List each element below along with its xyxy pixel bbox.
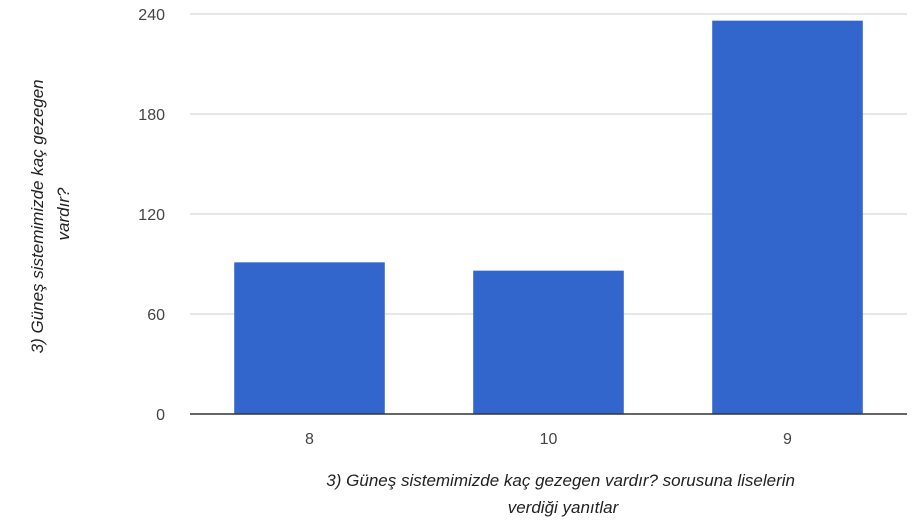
x-axis-title-line-2: verdiği yanıtlar: [508, 498, 620, 517]
x-tick-label-9: 9: [783, 431, 792, 448]
bar-9: [712, 20, 863, 415]
x-tick-labels: 8 10 9: [305, 431, 792, 448]
x-tick-label-8: 8: [305, 431, 314, 448]
y-tick-label: 60: [147, 307, 165, 324]
x-tick-label-10: 10: [540, 431, 558, 448]
y-tick-label: 180: [138, 107, 165, 124]
y-tick-label: 120: [138, 207, 165, 224]
y-tick-labels: 0 60 120 180 240: [138, 7, 165, 424]
y-axis-title: 3) Güneş sistemimizde kaç gezegen vardır…: [28, 75, 73, 354]
bar-8: [234, 262, 385, 414]
x-axis-title: 3) Güneş sistemimizde kaç gezegen vardır…: [326, 471, 799, 517]
y-axis-title-line-2: vardır?: [54, 187, 73, 240]
y-tick-label: 0: [156, 407, 165, 424]
bars: [234, 20, 863, 415]
y-axis-title-line-1: 3) Güneş sistemimizde kaç gezegen: [28, 79, 47, 353]
x-axis-title-line-1: 3) Güneş sistemimizde kaç gezegen vardır…: [326, 471, 795, 490]
y-tick-label: 240: [138, 7, 165, 24]
bar-10: [473, 270, 624, 414]
